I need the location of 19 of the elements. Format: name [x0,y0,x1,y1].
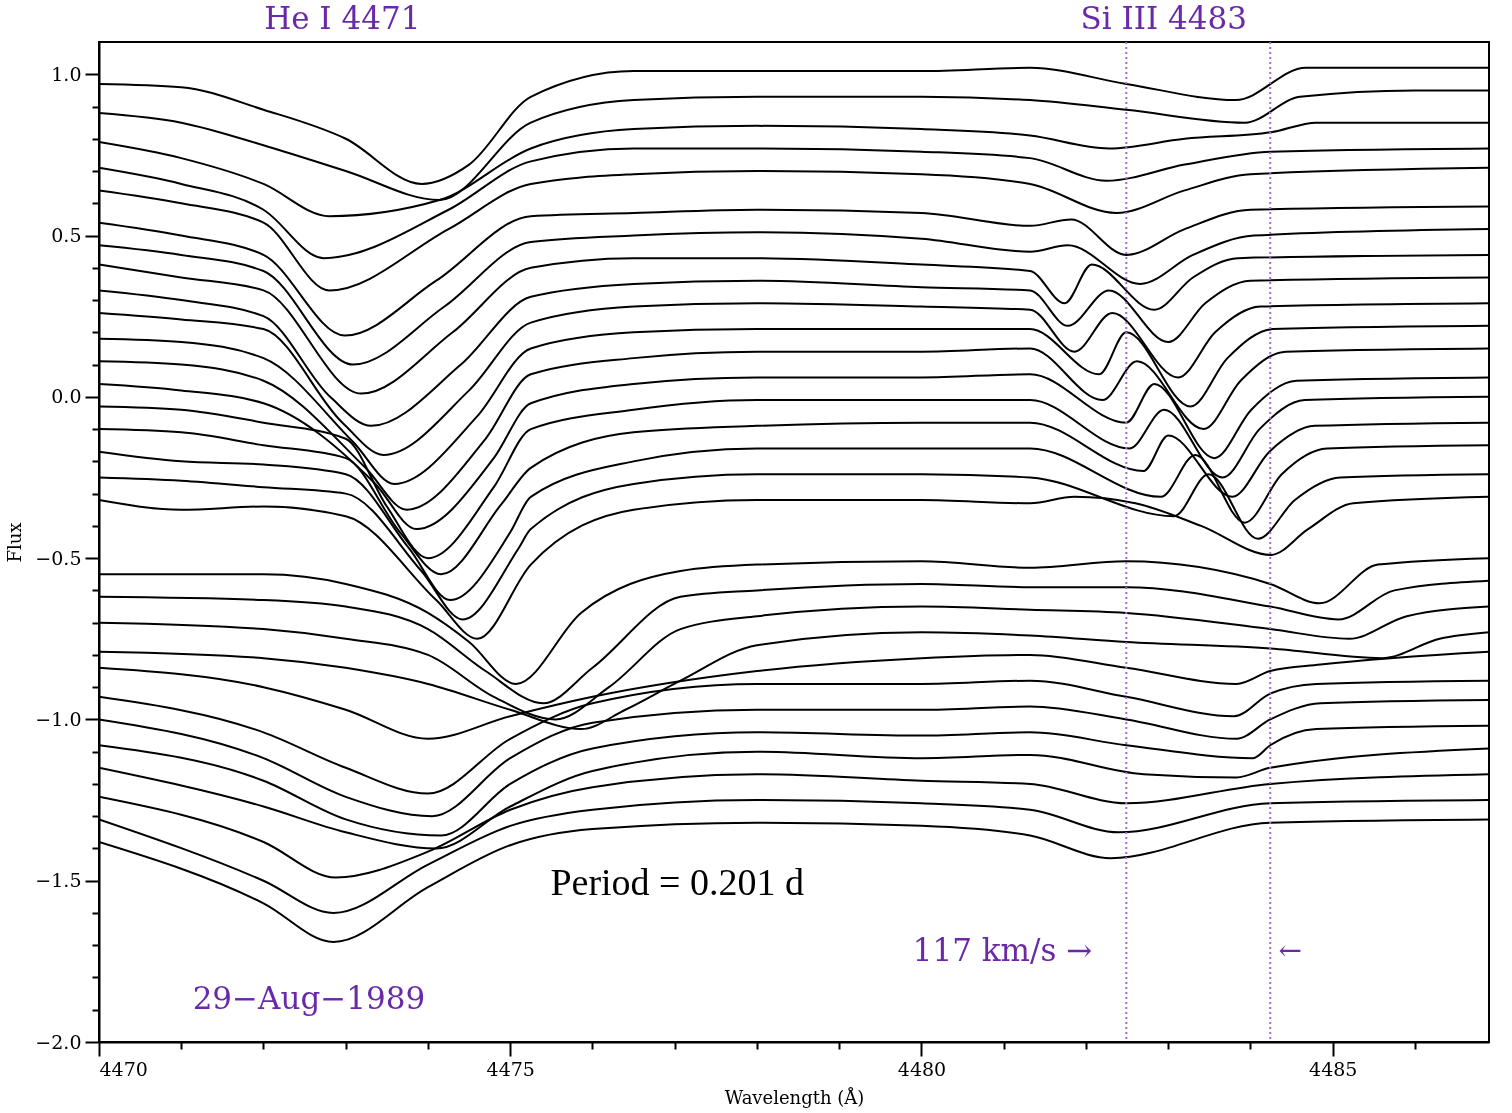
x-axis-title: Wavelength (Å) [724,1086,865,1108]
x-tick-label: 4485 [1309,1057,1358,1080]
x-tick-label: 4475 [486,1057,535,1080]
annotation: Period = 0.201 d [550,861,805,903]
y-tick-label: −1.5 [35,869,82,892]
annotation: 29−Aug−1989 [192,980,426,1016]
y-tick-label: 1.0 [51,62,82,85]
y-tick-label: −2.0 [35,1030,82,1053]
annotation: 117 km/s → [912,932,1093,968]
y-tick-label: 0.0 [51,385,82,408]
y-tick-label: −0.5 [35,546,82,569]
x-tick-label: 4470 [99,1057,148,1080]
text: Si III 4483 [1080,0,1247,36]
y-axis-title: Flux [4,522,26,563]
y-tick-label: −1.0 [35,707,82,730]
text: He I 4471 [264,0,421,36]
y-tick-label: 0.5 [51,224,82,247]
annotation: ← [1278,934,1302,967]
x-tick-label: 4480 [897,1057,947,1080]
